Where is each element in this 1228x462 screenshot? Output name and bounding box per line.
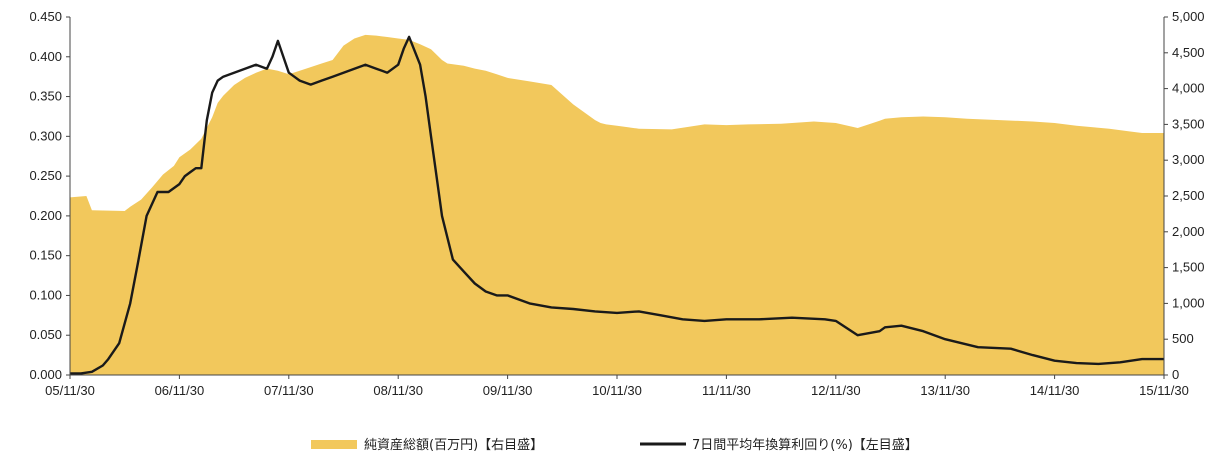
left-tick-label: 0.450 <box>29 9 62 24</box>
right-tick-label: 5,000 <box>1172 9 1205 24</box>
legend-label-yield: 7日間平均年換算利回り(%)【左目盛】 <box>692 438 918 453</box>
right-tick-label: 3,000 <box>1172 152 1205 167</box>
x-tick-label: 14/11/30 <box>1030 383 1080 398</box>
left-tick-label: 0.200 <box>29 208 62 223</box>
yield-line <box>70 35 1164 375</box>
x-tick-label: 15/11/30 <box>1139 383 1189 398</box>
x-tick-label: 08/11/30 <box>373 383 423 398</box>
legend: 純資産総額(百万円)【右目盛】 7日間平均年換算利回り(%)【左目盛】 <box>311 437 918 453</box>
left-axis-ticks: 0.000 0.050 0.100 0.150 0.200 0.250 0.300 0.350… <box>29 9 70 382</box>
x-tick-label: 13/11/30 <box>920 383 970 398</box>
right-tick-label: 4,000 <box>1172 81 1205 96</box>
left-tick-label: 0.250 <box>29 168 62 183</box>
x-tick-label: 10/11/30 <box>592 383 642 398</box>
left-tick-label: 0.350 <box>29 89 62 104</box>
left-tick-label: 0.100 <box>29 287 62 302</box>
legend-label-net-assets: 純資産総額(百万円)【右目盛】 <box>364 437 543 453</box>
right-tick-label: 2,500 <box>1172 188 1205 203</box>
left-tick-label: 0.400 <box>29 49 62 64</box>
right-tick-label: 1,000 <box>1172 295 1205 310</box>
x-tick-label: 06/11/30 <box>155 383 205 398</box>
left-tick-label: 0.300 <box>29 128 62 143</box>
x-tick-label: 05/11/30 <box>45 383 95 398</box>
right-tick-label: 500 <box>1172 331 1194 346</box>
left-tick-label: 0.000 <box>29 367 62 382</box>
x-tick-label: 12/11/30 <box>811 383 861 398</box>
net-assets-area <box>70 34 1164 376</box>
plot-area <box>70 34 1164 376</box>
right-tick-label: 1,500 <box>1172 260 1205 275</box>
x-tick-label: 11/11/30 <box>702 383 751 398</box>
right-tick-label: 0 <box>1172 367 1179 382</box>
right-tick-label: 4,500 <box>1172 45 1205 60</box>
left-tick-label: 0.050 <box>29 327 62 342</box>
left-tick-label: 0.150 <box>29 248 62 263</box>
right-axis-ticks: 0 500 1,000 1,500 2,000 2,500 3,000 3,500 4,000 4… <box>1164 9 1205 382</box>
legend-swatch-net-assets <box>311 440 357 449</box>
right-tick-label: 3,500 <box>1172 116 1205 131</box>
right-tick-label: 2,000 <box>1172 224 1205 239</box>
x-tick-label: 07/11/30 <box>264 383 314 398</box>
x-axis-ticks: 05/11/30 06/11/30 07/11/30 08/11/30 09/11/30… <box>45 375 1189 398</box>
x-tick-label: 09/11/30 <box>483 383 533 398</box>
